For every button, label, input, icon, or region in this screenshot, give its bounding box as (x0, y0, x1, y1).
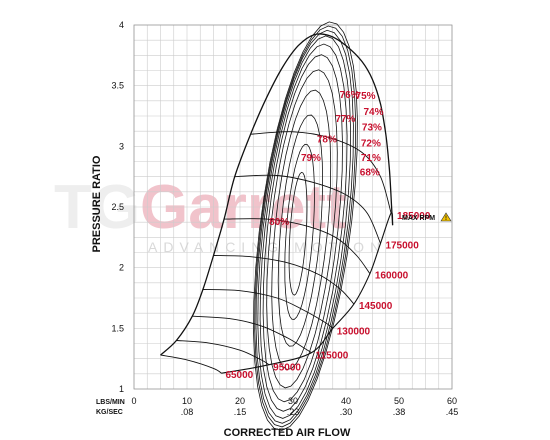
efficiency-island-77 (271, 89, 332, 370)
efficiency-label-79: 79% (301, 153, 321, 164)
efficiency-island-71 (254, 25, 357, 428)
y-tick-label: 1 (119, 384, 124, 394)
surge-line-group (160, 33, 394, 374)
x-tick-label: 60 (447, 396, 457, 406)
speed-line-145000 (213, 255, 355, 305)
efficiency-label-71: 71% (361, 153, 381, 164)
grid-lines (133, 24, 453, 390)
x-tick-label: 20 (235, 396, 245, 406)
x-secondary-tick-label: .15 (234, 407, 247, 417)
choke-line (221, 212, 394, 374)
warning-icon-mark: ! (445, 216, 447, 222)
efficiency-label-72: 72% (361, 138, 381, 149)
watermark-brand-shadow: TG (54, 173, 140, 242)
y-tick-label: 2.5 (111, 202, 124, 212)
speed-label-160000: 160000 (375, 271, 409, 282)
efficiency-island-68 (253, 21, 358, 431)
efficiency-label-75: 75% (356, 91, 376, 102)
x-unit-secondary: KG/SEC (96, 409, 123, 416)
x-unit-primary: LBS/MIN (96, 399, 125, 406)
speed-label-130000: 130000 (337, 326, 371, 337)
speed-label-65000: 65000 (225, 370, 253, 381)
speed-label-115000: 115000 (316, 351, 349, 362)
efficiency-island-72 (255, 29, 354, 424)
x-axis-title: CORRECTED AIR FLOW (224, 427, 351, 439)
speed-label-185000: 185000 (397, 211, 431, 222)
y-axis-title: PRESSURE RATIO (91, 155, 103, 252)
x-tick-label: 10 (182, 396, 192, 406)
warning-icon (440, 212, 452, 222)
y-tick-label: 4 (119, 20, 124, 30)
speed-label-95000: 95000 (273, 363, 301, 374)
efficiency-island-73 (257, 35, 352, 419)
speed-line-95000 (176, 340, 270, 366)
watermark-tagline: ADVANCING MOTION (148, 239, 386, 255)
efficiency-label-77: 77% (335, 114, 355, 125)
efficiency-label-68: 68% (360, 167, 380, 178)
efficiency-label-78: 78% (317, 135, 337, 146)
efficiency-island-80 (288, 171, 308, 296)
efficiency-islands (253, 21, 358, 431)
x-tick-label: 0 (131, 396, 136, 406)
chart-labels: 65000 95000 115000 130000 145000 160000 175000… (225, 90, 452, 381)
x-secondary-tick-label: .38 (393, 407, 406, 417)
x-secondary-tick-label: .08 (181, 407, 194, 417)
efficiency-island-79 (284, 143, 315, 320)
x-tick-label: 50 (394, 396, 404, 406)
surge-line (160, 33, 394, 356)
max-rpm-label: MAX RPM (402, 215, 435, 222)
speed-label-175000: 175000 (385, 240, 419, 251)
x-secondary-tick-label: .45 (446, 407, 459, 417)
efficiency-island-78 (277, 114, 324, 347)
efficiency-island-75 (262, 54, 343, 403)
speed-line-115000 (192, 315, 312, 353)
efficiency-label-80: 80% (269, 217, 289, 228)
y-tick-label: 1.5 (111, 323, 124, 333)
efficiency-label-73: 73% (362, 123, 382, 134)
efficiency-island-76 (266, 69, 338, 389)
plot-frame (133, 24, 453, 390)
speed-line-65000 (160, 354, 222, 374)
speed-line-175000 (234, 174, 381, 244)
y-tick-label: 2 (119, 263, 124, 273)
y-tick-label: 3 (119, 141, 124, 151)
watermark-brand: Garrett (140, 173, 347, 242)
efficiency-label-74: 74% (363, 107, 383, 118)
x-tick-label: 30 (288, 396, 298, 406)
speed-label-145000: 145000 (359, 301, 393, 312)
y-tick-label: 3.5 (111, 81, 124, 91)
efficiency-label-76: 76% (340, 90, 360, 101)
x-secondary-tick-label: .30 (340, 407, 353, 417)
x-tick-label: 40 (341, 396, 351, 406)
garrett-watermark: TG Garrett ADVANCING MOTION (54, 173, 386, 255)
speed-line-130000 (202, 289, 334, 329)
